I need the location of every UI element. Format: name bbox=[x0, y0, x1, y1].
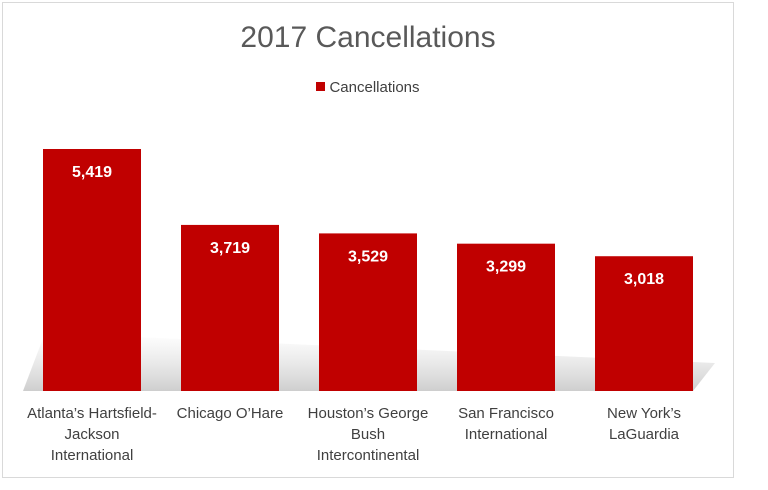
bar-plot: 5,419 3,719 3,529 3,299 3,018 bbox=[23, 149, 715, 391]
chart-frame: 2017 Cancellations Cancellations 5,419 3,… bbox=[2, 2, 734, 478]
category-label-1: Chicago O’Hare bbox=[176, 405, 284, 422]
category-label-3: San Francisco International bbox=[458, 405, 554, 443]
bar-value-label-0: 5,419 bbox=[72, 164, 112, 181]
legend-swatch bbox=[316, 82, 326, 91]
bar-4 bbox=[595, 256, 693, 391]
chart-title: 2017 Cancellations bbox=[240, 21, 496, 54]
category-label-0: Atlanta’s Hartsfield-Jackson Internation… bbox=[27, 405, 157, 464]
bar-value-label-1: 3,719 bbox=[210, 240, 250, 257]
category-label-2: Houston’s George Bush Intercontinental bbox=[307, 405, 429, 464]
bar-0 bbox=[43, 149, 141, 391]
legend: Cancellations bbox=[3, 79, 733, 96]
bar-value-label-3: 3,299 bbox=[486, 259, 526, 276]
bar-value-label-4: 3,018 bbox=[624, 271, 664, 288]
legend-label: Cancellations bbox=[329, 79, 420, 96]
bar-1 bbox=[181, 224, 279, 391]
bar-3 bbox=[457, 243, 555, 391]
category-label-4: New York’s LaGuardia bbox=[607, 405, 681, 443]
bar-value-label-2: 3,529 bbox=[348, 248, 388, 265]
bar-2 bbox=[319, 233, 417, 391]
